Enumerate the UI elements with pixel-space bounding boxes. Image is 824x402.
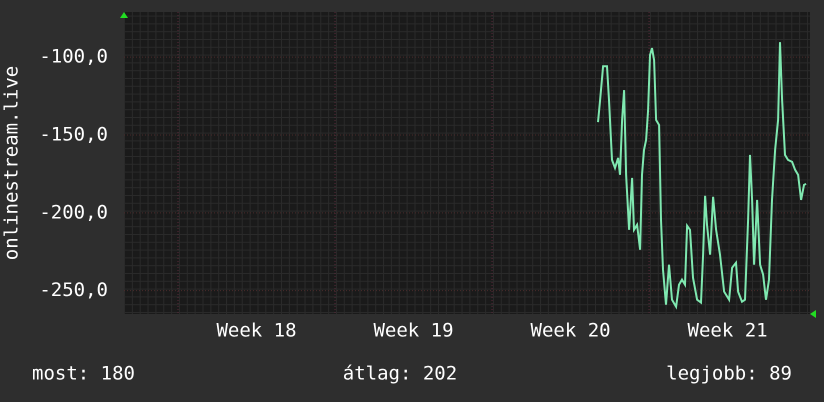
y-tick-label: -250,0 xyxy=(39,279,108,301)
y-tick-label: -200,0 xyxy=(39,201,108,223)
x-tick-label: Week 21 xyxy=(688,320,768,342)
series-line xyxy=(597,42,807,310)
y-axis-label: onlinestream.live xyxy=(1,66,23,260)
x-tick-label: Week 18 xyxy=(216,320,296,342)
y-tick-label: -150,0 xyxy=(39,123,108,145)
x-tick-label: Week 19 xyxy=(373,320,453,342)
stat-best: legjobb: 89 xyxy=(666,363,792,385)
x-tick-label: Week 20 xyxy=(531,320,611,342)
minor-grid xyxy=(124,12,810,314)
y-tick-label: -100,0 xyxy=(39,46,108,68)
stat-average: átlag: 202 xyxy=(343,363,457,385)
stat-current: most: 180 xyxy=(32,363,135,385)
